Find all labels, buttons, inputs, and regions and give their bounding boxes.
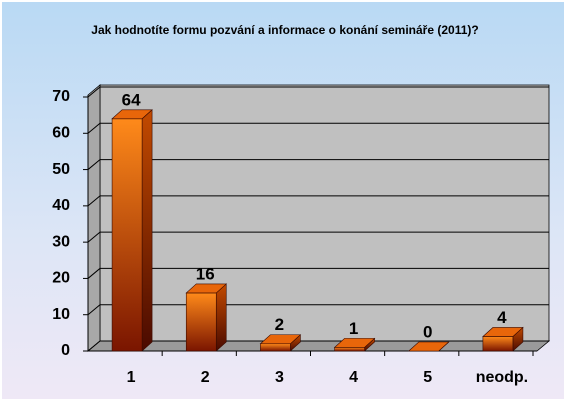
bar (111, 109, 153, 352)
grid-line (87, 86, 549, 98)
data-label: 1 (349, 319, 358, 338)
bar-front (260, 343, 291, 352)
grid-line (87, 304, 549, 316)
bar-top (482, 327, 524, 337)
bar-top (333, 338, 376, 348)
bar (333, 337, 376, 352)
x-tick-label: 5 (423, 369, 432, 386)
y-tick-label: 0 (61, 342, 70, 359)
bar-front (482, 336, 514, 352)
bar-top (185, 283, 228, 294)
data-label: 16 (196, 264, 215, 283)
data-label: 64 (122, 90, 141, 109)
bar (482, 326, 524, 352)
y-tick-label: 60 (52, 125, 70, 142)
floor (86, 340, 551, 352)
y-tick-label: 70 (52, 88, 70, 105)
bar-front (111, 118, 143, 352)
chart-title: Jak hodnotíte formu pozvání a informace … (91, 23, 479, 37)
x-tick-label: 2 (201, 369, 210, 386)
bar-side (215, 283, 227, 352)
grid-line (87, 231, 549, 243)
grid-line (87, 267, 549, 279)
y-tick-label: 30 (52, 233, 70, 250)
grid-line (87, 159, 549, 170)
data-label: 0 (423, 322, 432, 341)
bar-front (185, 292, 217, 352)
bar-front (334, 347, 365, 352)
bar-top (111, 109, 153, 120)
x-tick-label: 3 (275, 369, 284, 386)
x-tick-label: neodp. (476, 369, 528, 386)
bar (407, 341, 450, 352)
bar-top (259, 334, 302, 345)
bar-top (407, 341, 450, 352)
x-tick-label: 1 (127, 369, 136, 386)
y-tick-label: 20 (52, 270, 70, 287)
bar (185, 283, 228, 352)
y-tick-label: 10 (52, 306, 70, 323)
y-tick-label: 50 (52, 161, 70, 178)
grid-line (87, 195, 549, 207)
grid-line (87, 122, 549, 134)
data-label: 4 (497, 308, 507, 327)
bar (259, 334, 302, 352)
data-label: 2 (275, 315, 284, 334)
bar-side (141, 109, 153, 352)
x-tick-label: 4 (349, 369, 358, 386)
grid-line (87, 340, 549, 352)
y-tick-label: 40 (52, 197, 70, 214)
